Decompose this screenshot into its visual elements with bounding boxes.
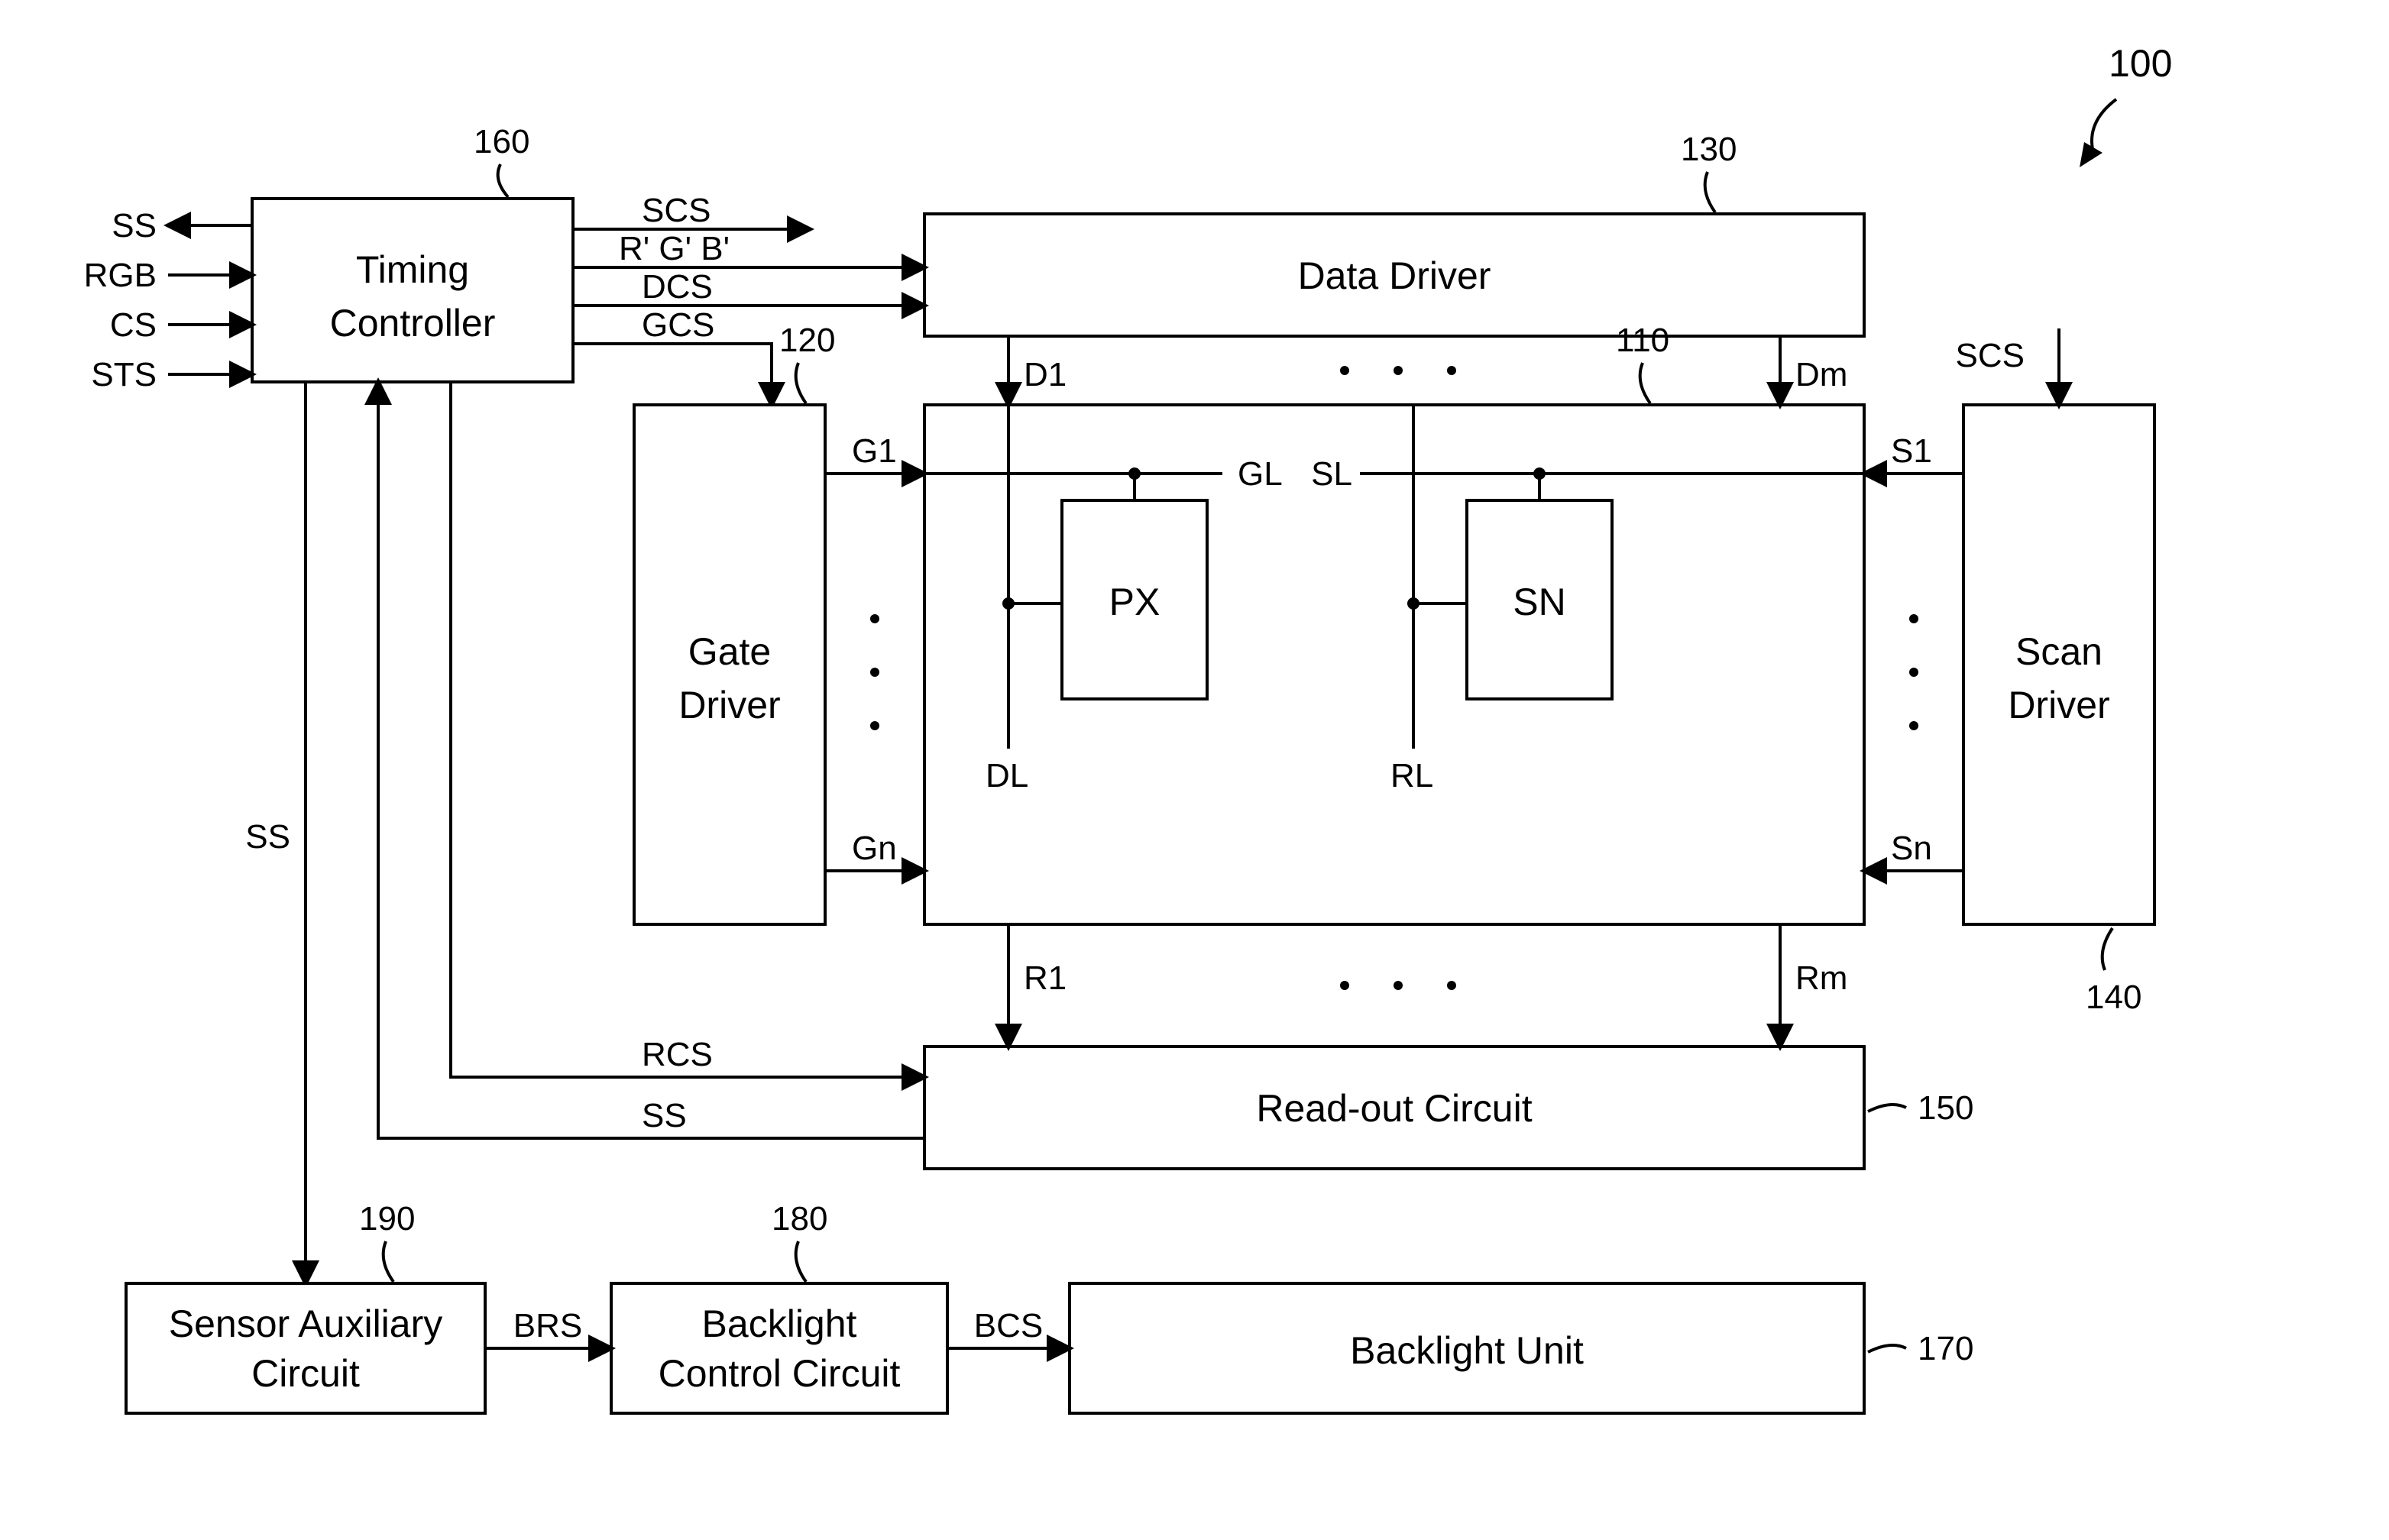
px-label: PX — [1109, 581, 1161, 623]
g1-label: G1 — [852, 432, 897, 470]
tc-left-io: SS RGB CS STS — [84, 207, 252, 393]
sl-label: SL — [1311, 455, 1352, 493]
timing-controller-ref: 160 — [474, 123, 529, 160]
data-driver-ref: 130 — [1681, 131, 1737, 168]
gate-driver-block: Gate Driver 120 — [634, 322, 835, 924]
system-ref-label: 100 — [2109, 42, 2172, 85]
s1-label: S1 — [1891, 432, 1932, 470]
gate-driver-line2: Driver — [678, 684, 780, 726]
rm-label: Rm — [1795, 959, 1847, 997]
sensor-aux-line2: Circuit — [251, 1352, 360, 1395]
gl-label: GL — [1238, 455, 1283, 493]
cs-in-label: CS — [110, 306, 157, 344]
gate-lines: G1 Gn — [825, 432, 924, 871]
readout-label: Read-out Circuit — [1256, 1087, 1532, 1130]
read-lines: R1 Rm — [1008, 924, 1847, 1047]
backlight-ctrl-block: Backlight Control Circuit 180 — [611, 1200, 947, 1413]
dm-label: Dm — [1795, 356, 1847, 393]
rcs-label: RCS — [642, 1036, 713, 1073]
data-driver-block: Data Driver 130 — [924, 131, 1864, 336]
dl-label: DL — [986, 757, 1028, 794]
timing-controller-line1: Timing — [356, 248, 469, 291]
bl-ctrl-line1: Backlight — [702, 1302, 857, 1345]
bl-ctrl-ref: 180 — [772, 1200, 827, 1238]
readout-ref: 150 — [1918, 1089, 1973, 1127]
scan-driver-line1: Scan — [2015, 630, 2103, 673]
data-driver-label: Data Driver — [1298, 254, 1491, 297]
system-ref: 100 — [2080, 42, 2172, 167]
display-panel-ref: 110 — [1616, 322, 1669, 359]
gate-driver-ref: 120 — [779, 322, 835, 359]
gcs-label: GCS — [642, 306, 714, 344]
scs-in-label: SCS — [1956, 337, 2025, 374]
timing-controller-block: Timing Controller 160 — [252, 123, 573, 382]
rgb-prime-label: R' G' B' — [619, 230, 730, 267]
sn-label: SN — [1513, 581, 1565, 623]
bcs-label: BCS — [974, 1307, 1043, 1344]
timing-controller-line2: Controller — [330, 302, 496, 345]
sensor-aux-line1: Sensor Auxiliary — [169, 1302, 443, 1345]
dcs-label: DCS — [642, 268, 713, 306]
sensor-aux-ref: 190 — [359, 1200, 415, 1238]
sn-label: Sn — [1891, 830, 1932, 867]
tc-right-signals: SCS R' G' B' DCS GCS — [573, 192, 924, 405]
bl-ctrl-line2: Control Circuit — [659, 1352, 901, 1395]
brs-label: BRS — [513, 1307, 582, 1344]
rgb-in-label: RGB — [84, 257, 157, 294]
r1-label: R1 — [1024, 959, 1067, 997]
scan-driver-block: Scan Driver 140 SCS — [1956, 328, 2154, 1016]
d1-label: D1 — [1024, 356, 1067, 393]
readout-block: Read-out Circuit 150 — [924, 1047, 1973, 1169]
scs-label: SCS — [642, 192, 711, 229]
ss-readout-label: SS — [642, 1097, 687, 1134]
block-diagram: 100 Timing Controller 160 SS RGB CS STS … — [0, 0, 2389, 1540]
data-lines: D1 Dm — [1008, 336, 1847, 405]
gn-label: Gn — [852, 830, 897, 867]
bl-unit-ref: 170 — [1918, 1330, 1973, 1367]
ss-vertical-label: SS — [245, 818, 290, 856]
scan-driver-ref: 140 — [2086, 979, 2141, 1016]
bl-unit-label: Backlight Unit — [1350, 1329, 1584, 1372]
gate-driver-line1: Gate — [688, 630, 771, 673]
rl-label: RL — [1390, 757, 1433, 794]
sts-in-label: STS — [91, 356, 157, 393]
scan-driver-line2: Driver — [2008, 684, 2109, 726]
backlight-unit-block: Backlight Unit 170 — [1070, 1283, 1973, 1413]
scan-lines: S1 Sn — [1864, 432, 1963, 871]
ss-down: SS — [245, 382, 306, 1283]
ss-out-label: SS — [112, 207, 157, 244]
